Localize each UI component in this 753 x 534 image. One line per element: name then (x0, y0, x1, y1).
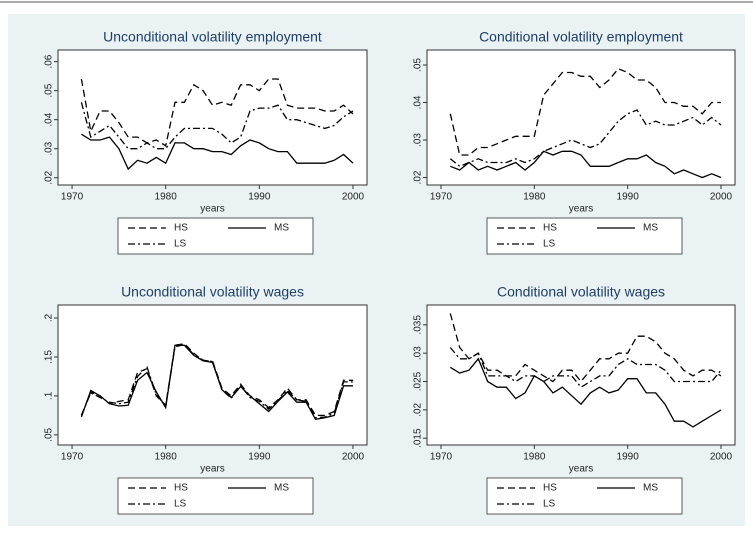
y-tick-label: .025 (413, 371, 424, 391)
x-tick-label: 1990 (248, 192, 271, 203)
series-line (80, 78, 354, 147)
x-axis-label: years (569, 204, 593, 215)
y-tick-label: .015 (413, 428, 424, 448)
x-tick-label: 2000 (342, 452, 365, 463)
x-tick-label: 1990 (617, 192, 640, 203)
y-tick-label: .04 (44, 112, 55, 126)
x-axis-label: years (200, 204, 224, 215)
series-line (449, 68, 721, 156)
plot-area (426, 49, 736, 186)
legend-label: LS (174, 239, 187, 250)
chart-title: Conditional volatility employment (479, 29, 683, 45)
series-line (450, 150, 722, 179)
legend-label: LS (543, 499, 556, 510)
x-tick-label: 1970 (430, 452, 453, 463)
y-tick-label: .03 (44, 141, 55, 155)
legend-label: MS (643, 223, 658, 234)
x-tick-label: 1990 (248, 452, 271, 463)
legend-box (117, 217, 314, 255)
y-tick-label: .02 (44, 170, 55, 184)
legend-label: HS (543, 223, 557, 234)
y-tick-label: .15 (44, 350, 55, 364)
x-tick-label: 1970 (430, 192, 453, 203)
chart-title: Unconditional volatility wages (121, 284, 304, 300)
x-tick-label: 1980 (523, 452, 546, 463)
y-tick-label: .06 (44, 54, 55, 68)
series-line (449, 357, 722, 428)
y-tick-label: .035 (413, 315, 424, 335)
series-line (449, 347, 722, 389)
x-tick-label: 1970 (61, 192, 84, 203)
legend-label: HS (174, 483, 188, 494)
y-tick-label: .05 (44, 427, 55, 441)
chart-title: Conditional volatility wages (497, 284, 665, 300)
legend-box (486, 217, 683, 255)
series-line (81, 133, 354, 171)
x-tick-label: 2000 (710, 192, 733, 203)
x-axis-label: years (200, 464, 224, 475)
legend-label: HS (543, 483, 557, 494)
legend-label: MS (274, 223, 289, 234)
x-tick-label: 2000 (342, 192, 365, 203)
y-tick-label: .03 (413, 133, 424, 147)
x-tick-label: 1980 (155, 192, 178, 203)
x-axis-label: years (569, 464, 593, 475)
legend-box (486, 477, 683, 515)
y-tick-label: .02 (413, 402, 424, 416)
series-line (449, 109, 722, 168)
y-tick-label: .05 (44, 83, 55, 97)
legend-label: LS (543, 239, 556, 250)
legend-label: HS (174, 223, 188, 234)
plot-area (57, 304, 368, 446)
legend-label: MS (643, 483, 658, 494)
x-tick-label: 2000 (710, 452, 733, 463)
y-tick-label: .04 (413, 95, 424, 109)
x-tick-label: 1980 (523, 192, 546, 203)
x-tick-label: 1980 (155, 452, 178, 463)
legend-box (117, 477, 314, 515)
y-tick-label: .05 (413, 58, 424, 72)
y-tick-label: .02 (413, 170, 424, 184)
y-tick-label: .1 (44, 391, 55, 400)
series-line (80, 343, 353, 419)
x-tick-label: 1990 (617, 452, 640, 463)
series-line (449, 313, 722, 383)
y-tick-label: .2 (44, 313, 55, 322)
x-tick-label: 1970 (61, 452, 84, 463)
chart-title: Unconditional volatility employment (103, 29, 322, 45)
y-tick-label: .03 (413, 346, 424, 360)
plot-area (57, 49, 368, 186)
series-line (80, 102, 354, 150)
legend-label: MS (274, 483, 289, 494)
legend-label: LS (174, 499, 187, 510)
